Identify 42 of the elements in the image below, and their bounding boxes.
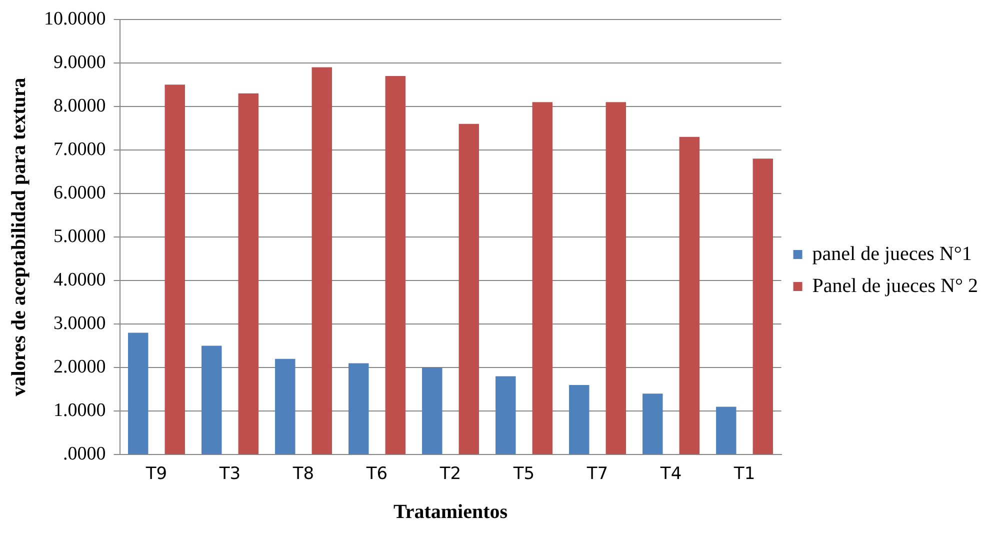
x-tick-label: T4 [659,464,682,484]
y-tick-label: 10.0000 [44,8,106,30]
x-tick-label: T6 [365,464,388,484]
x-axis-title: Tratamientos [393,501,508,524]
x-tick-label: T5 [512,464,535,484]
x-tick-label: T1 [732,464,756,484]
bar [606,102,626,454]
y-axis-title: valores de aceptabilidad para textura [8,78,30,396]
bar [348,363,369,454]
bar [164,84,185,454]
bar [458,124,479,454]
legend-label: Panel de jueces N° 2 [812,274,978,297]
x-tick-label: T8 [292,464,314,484]
bar [716,406,736,454]
x-tick-label: T9 [144,464,168,484]
y-tick-label: 8.0000 [54,95,106,116]
bar [532,102,552,454]
y-tick-label: .0000 [63,444,106,465]
bar [385,76,406,454]
y-tick-label: 4.0000 [54,270,106,291]
y-tick-label: 5.0000 [54,226,106,247]
legend-label: panel de jueces N°1 [812,242,972,265]
y-tick-label: 3.0000 [54,313,106,334]
bar [752,158,774,454]
y-tick-label: 9.0000 [54,52,106,73]
bar [569,384,590,454]
bar [202,346,222,454]
x-tick-label: T7 [586,464,608,484]
x-tick-label: T2 [438,464,462,484]
y-tick-label: 6.0000 [54,182,106,204]
bar [642,394,663,454]
bar [275,358,296,454]
bar [312,67,332,454]
y-tick-label: 1.0000 [54,400,106,422]
y-tick-label: 7.0000 [54,138,106,160]
bar [496,376,516,454]
x-tick-label: T3 [218,464,241,484]
bar [238,93,258,454]
bar [422,368,442,454]
bar [128,332,148,454]
y-tick-label: 2.0000 [54,356,106,378]
bar [679,136,700,454]
